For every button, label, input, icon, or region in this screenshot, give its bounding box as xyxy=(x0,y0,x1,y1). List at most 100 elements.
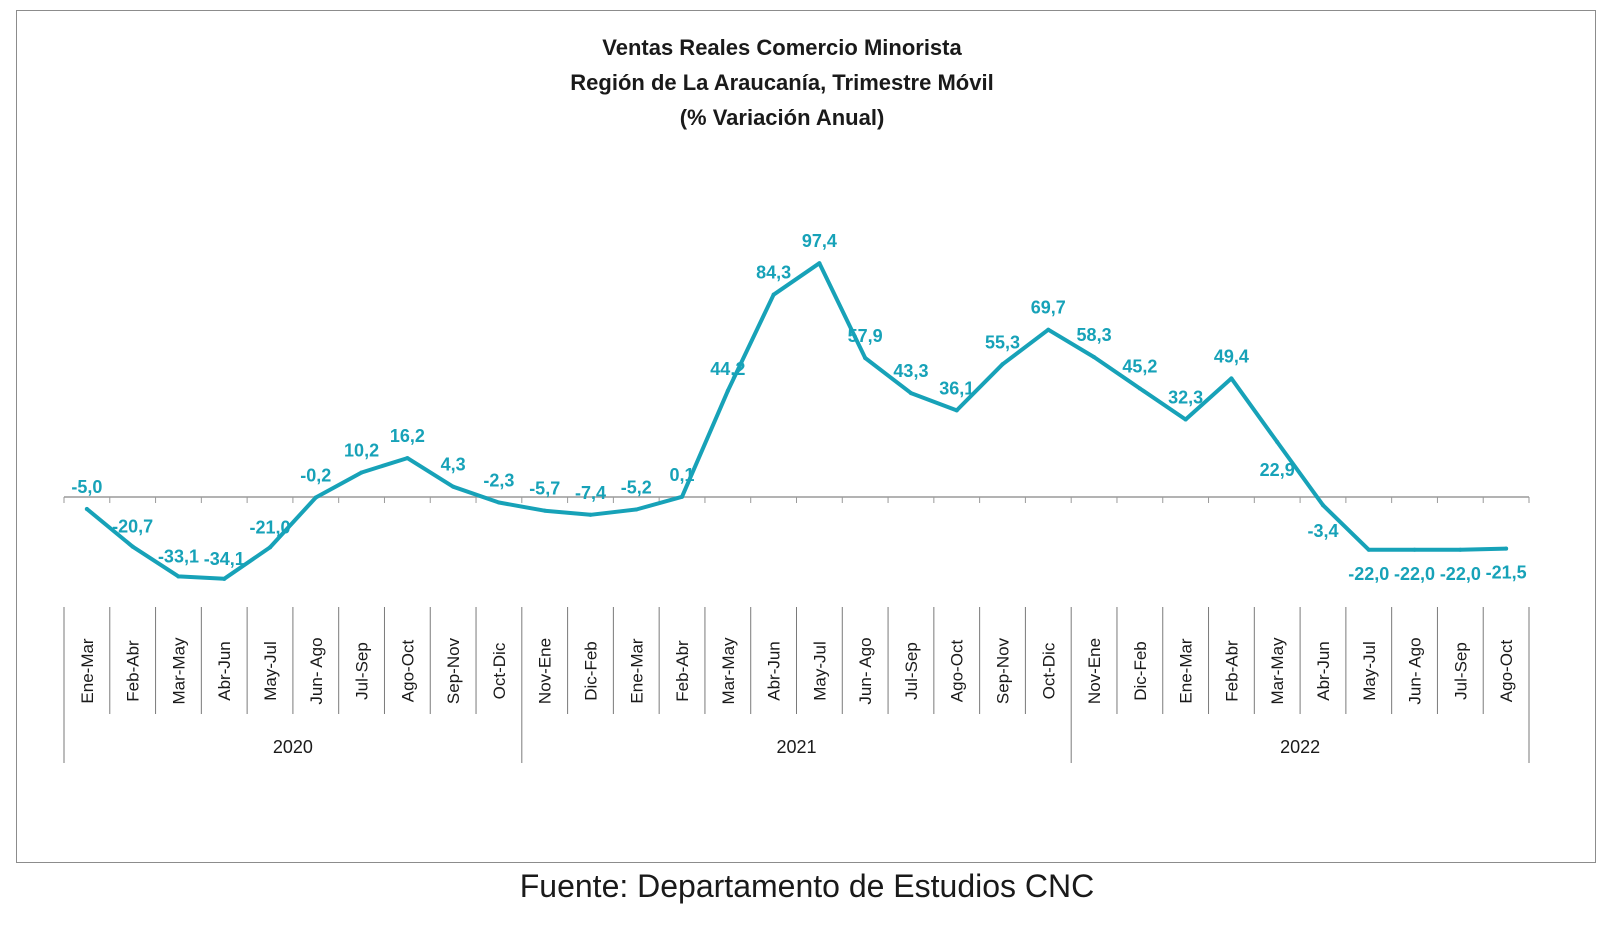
data-label: 10,2 xyxy=(344,441,379,461)
data-point xyxy=(496,500,501,505)
data-label: -20,7 xyxy=(112,517,153,537)
data-label: -22,0 xyxy=(1440,564,1481,584)
data-point xyxy=(1183,417,1188,422)
x-tick-label: Mar-May xyxy=(719,637,738,705)
year-label: 2022 xyxy=(1280,737,1320,757)
data-label: -22,0 xyxy=(1394,564,1435,584)
data-label: 45,2 xyxy=(1122,357,1157,377)
chart-frame: Ventas Reales Comercio Minorista Región d… xyxy=(16,10,1596,863)
data-label: 36,1 xyxy=(939,378,974,398)
data-label: 49,4 xyxy=(1214,346,1249,366)
x-tick-label: Ago-Oct xyxy=(398,640,417,703)
x-tick-label: May-Jul xyxy=(810,641,829,701)
data-point xyxy=(771,292,776,297)
data-point xyxy=(451,484,456,489)
data-point xyxy=(1320,503,1325,508)
data-label: 55,3 xyxy=(985,332,1020,352)
data-point xyxy=(1504,546,1509,551)
data-point xyxy=(405,456,410,461)
data-point xyxy=(359,470,364,475)
x-tick-label: Jul-Sep xyxy=(1451,642,1470,700)
data-point xyxy=(84,507,89,511)
x-tick-label: Ene-Mar xyxy=(627,638,646,704)
data-label: 16,2 xyxy=(390,426,425,446)
x-tick-label: Mar-May xyxy=(169,637,188,705)
data-label: 4,3 xyxy=(441,455,466,475)
data-point xyxy=(1366,547,1371,552)
data-point xyxy=(1412,547,1417,552)
x-tick-label: Abr-Jun xyxy=(1314,641,1333,701)
x-tick-label: Sep-Nov xyxy=(444,637,463,704)
data-label: -34,1 xyxy=(204,549,245,569)
x-tick-label: Dic-Feb xyxy=(1131,641,1150,701)
x-tick-label: Feb-Abr xyxy=(124,640,143,702)
x-tick-label: Jul-Sep xyxy=(902,642,921,700)
x-tick-label: Mar-May xyxy=(1268,637,1287,705)
x-tick-label: Abr-Jun xyxy=(215,641,234,701)
data-label: -21,5 xyxy=(1486,563,1527,583)
x-tick-label: Ene-Mar xyxy=(78,638,97,704)
data-point xyxy=(634,507,639,512)
x-tick-label: Ago-Oct xyxy=(948,640,967,703)
data-point xyxy=(222,576,227,581)
data-point xyxy=(130,544,135,549)
data-label: 84,3 xyxy=(756,263,791,283)
data-point xyxy=(1137,386,1142,391)
data-label: -7,4 xyxy=(575,483,606,503)
data-point xyxy=(725,388,730,393)
x-tick-label: Feb-Abr xyxy=(1222,640,1241,702)
data-point xyxy=(268,545,273,550)
chart-title-line-1: Ventas Reales Comercio Minorista xyxy=(602,35,962,60)
data-label: -22,0 xyxy=(1348,564,1389,584)
data-label: 22,9 xyxy=(1260,460,1295,480)
data-label: 32,3 xyxy=(1168,387,1203,407)
data-label: 97,4 xyxy=(802,231,837,251)
data-point xyxy=(1000,362,1005,367)
data-label: 57,9 xyxy=(848,326,883,346)
x-tick-label: Sep-Nov xyxy=(994,637,1013,704)
data-point xyxy=(1229,376,1234,381)
data-point xyxy=(817,261,822,266)
data-point xyxy=(1046,327,1051,332)
x-tick-label: Feb-Abr xyxy=(673,640,692,702)
data-label: -5,0 xyxy=(71,477,102,497)
data-label: -0,2 xyxy=(300,465,331,485)
data-point xyxy=(1458,547,1463,552)
data-point xyxy=(313,495,318,500)
data-label: 44,2 xyxy=(710,359,745,379)
data-label: 58,3 xyxy=(1077,325,1112,345)
data-point xyxy=(588,512,593,517)
x-tick-label: Jul-Sep xyxy=(353,642,372,700)
data-point xyxy=(542,508,547,513)
x-tick-label: Jun- Ago xyxy=(1406,637,1425,704)
data-label: -33,1 xyxy=(158,546,199,566)
x-tick-label: Jun- Ago xyxy=(856,637,875,704)
data-point xyxy=(176,574,181,579)
data-label: 43,3 xyxy=(893,361,928,381)
x-tick-label: Jun- Ago xyxy=(307,637,326,704)
data-point xyxy=(908,391,913,396)
chart-title-line-3: (% Variación Anual) xyxy=(680,105,885,130)
chart-title-line-2: Región de La Araucanía, Trimestre Móvil xyxy=(570,70,993,95)
x-tick-label: May-Jul xyxy=(261,641,280,701)
data-point xyxy=(863,356,868,361)
year-label: 2021 xyxy=(776,737,816,757)
source-note: Fuente: Departamento de Estudios CNC xyxy=(519,868,1095,904)
data-label: 69,7 xyxy=(1031,298,1066,318)
data-point xyxy=(680,494,685,499)
series-line xyxy=(84,261,1509,581)
data-label: -5,2 xyxy=(621,477,652,497)
year-label: 2020 xyxy=(273,737,313,757)
data-label: -3,4 xyxy=(1307,521,1338,541)
data-point xyxy=(954,408,959,413)
x-tick-label: Ene-Mar xyxy=(1177,638,1196,704)
data-label: -21,0 xyxy=(250,517,291,537)
line-chart: Ventas Reales Comercio Minorista Región d… xyxy=(63,35,1530,763)
x-tick-label: Ago-Oct xyxy=(1497,640,1516,703)
x-tick-label: Nov-Ene xyxy=(536,638,555,704)
x-tick-label: Dic-Feb xyxy=(581,641,600,701)
x-tick-label: Oct-Dic xyxy=(490,642,509,699)
data-label: 0,1 xyxy=(670,465,695,485)
x-tick-label: Abr-Jun xyxy=(765,641,784,701)
data-point xyxy=(1092,355,1097,360)
